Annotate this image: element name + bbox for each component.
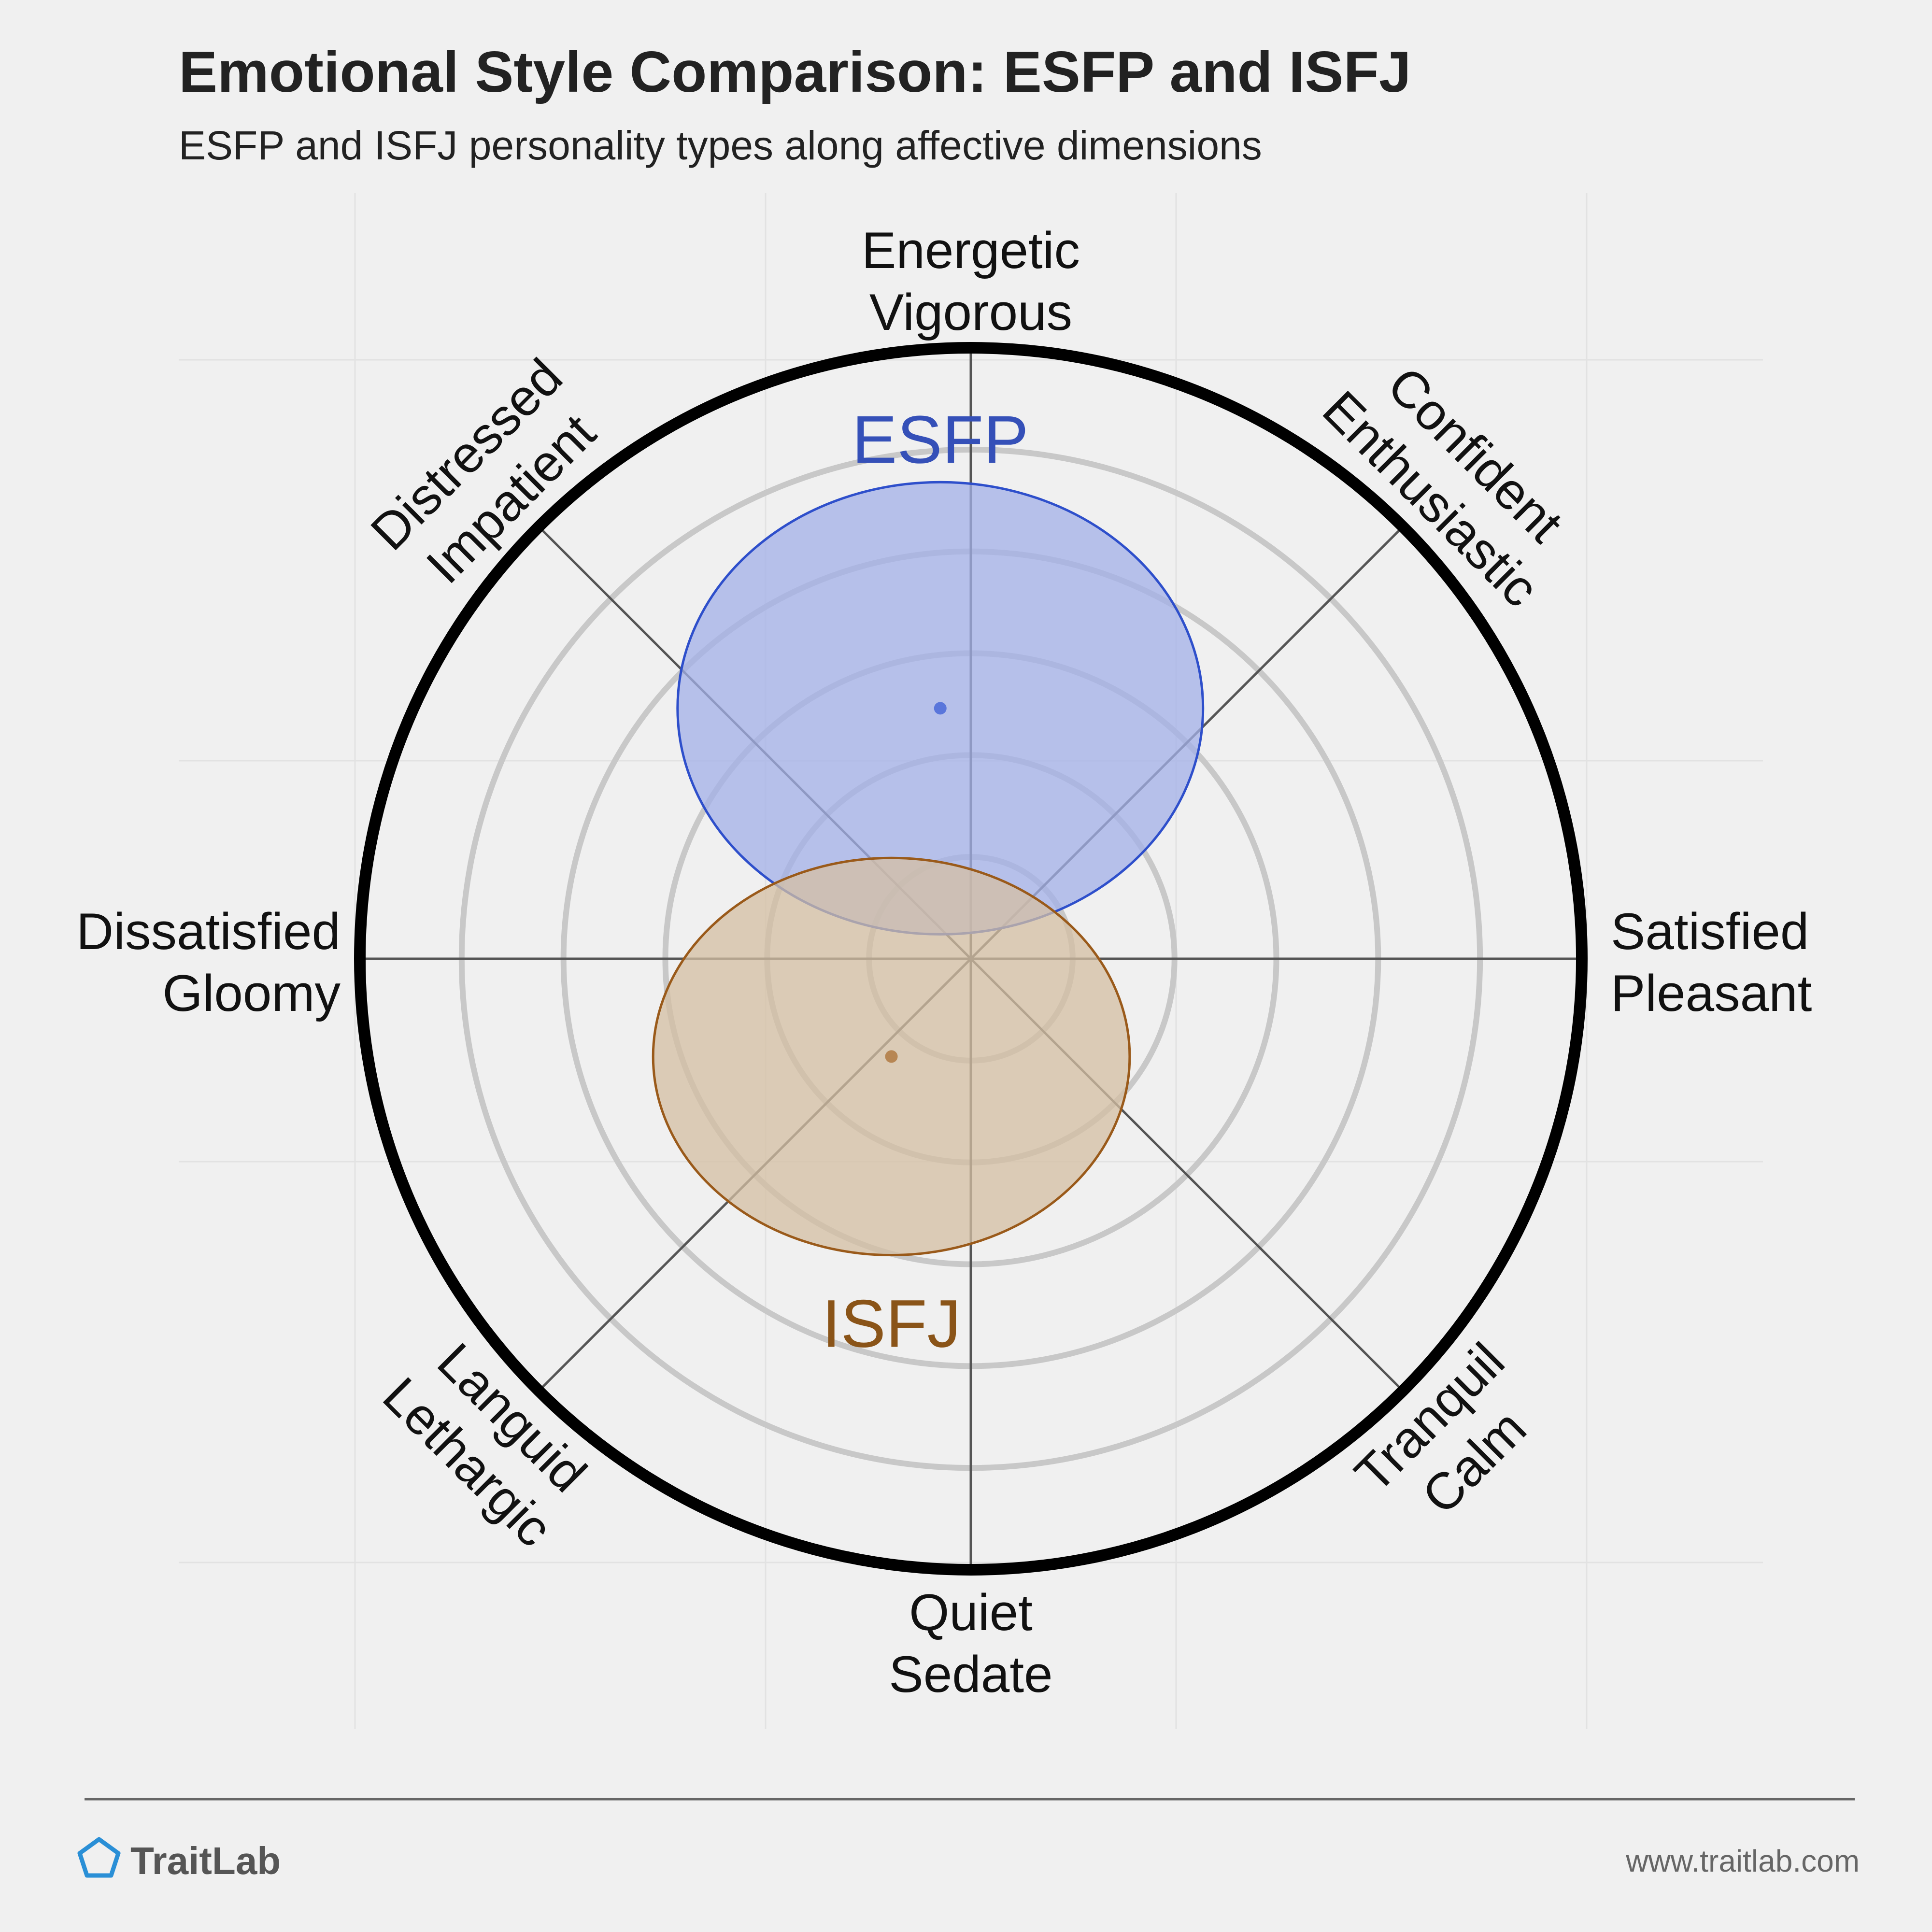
axis-label-satisfied-1: Pleasant bbox=[1611, 964, 1812, 1022]
axis-label-quiet-0: Quiet bbox=[909, 1583, 1033, 1641]
axis-label-energetic-1: Vigorous bbox=[869, 283, 1072, 341]
outer-ring-group bbox=[354, 342, 1588, 1576]
axis-label-dissatisfied-1: Gloomy bbox=[162, 964, 341, 1022]
axis-label-dissatisfied-0: Dissatisfied bbox=[76, 902, 341, 960]
series-point-esfp bbox=[934, 702, 947, 715]
series-point-isfj bbox=[885, 1050, 898, 1063]
axis-label-energetic-0: Energetic bbox=[862, 221, 1080, 279]
axis-label-satisfied-0: Satisfied bbox=[1611, 902, 1809, 960]
axis-label-quiet-1: Sedate bbox=[889, 1645, 1052, 1703]
chart-title: Emotional Style Comparison: ESFP and ISF… bbox=[179, 40, 1411, 104]
chart-subtitle: ESFP and ISFJ personality types along af… bbox=[179, 123, 1262, 168]
series-label-isfj: ISFJ bbox=[822, 1286, 961, 1362]
brand-name: TraitLab bbox=[130, 1839, 281, 1882]
series-label-esfp: ESFP bbox=[852, 401, 1029, 477]
series-group: ESFP ISFJ bbox=[652, 401, 1205, 1362]
outer-ring bbox=[354, 342, 1588, 1576]
brand-url: www.traitlab.com bbox=[1625, 1844, 1860, 1878]
pentagon-logo-icon bbox=[77, 1837, 121, 1878]
